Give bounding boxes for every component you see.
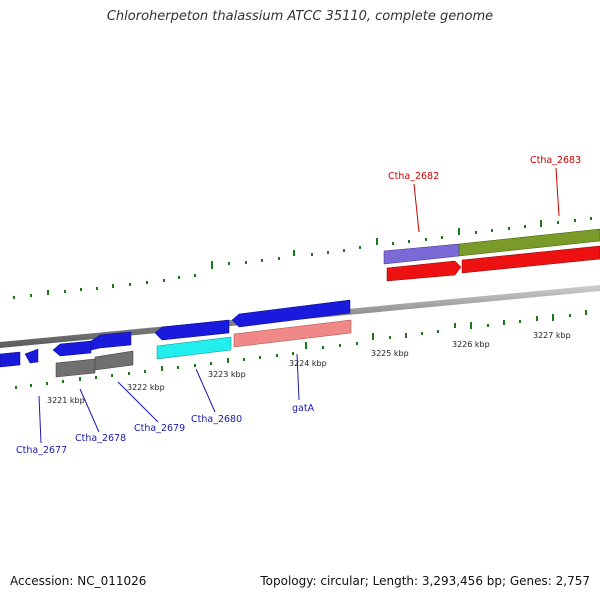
gene-ctha-2678-gray[interactable] xyxy=(55,358,96,378)
forward-strand-genes xyxy=(383,228,600,282)
gene-ctha-2680-cyan[interactable] xyxy=(156,336,232,360)
gene-ctha-2683-arrow[interactable] xyxy=(461,245,600,274)
gene-ctha-2679-gray[interactable] xyxy=(94,350,134,371)
gene-ctha-2682-purple[interactable] xyxy=(383,243,460,265)
gene-ctha-2679-arrow[interactable] xyxy=(90,331,132,351)
reverse-strand-genes xyxy=(0,299,352,378)
gene-label-ctha-2683[interactable]: Ctha_2683 xyxy=(530,155,581,166)
upper-tick-track xyxy=(13,217,592,299)
accession-label: Accession: NC_011026 xyxy=(10,574,147,588)
scale-label: 3225 kbp xyxy=(371,349,409,358)
gene-ctha-2680-arrow[interactable] xyxy=(154,319,230,341)
scale-label: 3222 kbp xyxy=(127,383,165,392)
gene-label-ctha-2679[interactable]: Ctha_2679 xyxy=(134,423,185,434)
gene-gata-arrow[interactable] xyxy=(231,299,351,328)
scale-label: 3227 kbp xyxy=(533,331,571,340)
scale-label: 3226 kbp xyxy=(452,340,490,349)
gene-label-ctha-2682[interactable]: Ctha_2682 xyxy=(388,171,439,182)
lower-tick-track xyxy=(15,310,587,389)
label-leaders xyxy=(38,167,560,444)
scale-label: 3221 kbp xyxy=(47,396,85,405)
scale-label: 3223 kbp xyxy=(208,370,246,379)
genome-summary-label: Topology: circular; Length: 3,293,456 bp… xyxy=(260,574,590,588)
gene-label-ctha-2678[interactable]: Ctha_2678 xyxy=(75,433,126,444)
gene-ctha-2683-olive[interactable] xyxy=(458,228,600,257)
gene-ctha-2678-arrow[interactable] xyxy=(52,340,92,357)
gene-label-ctha-2680[interactable]: Ctha_2680 xyxy=(191,414,242,425)
gene-label-ctha-2677[interactable]: Ctha_2677 xyxy=(16,445,67,456)
gene-label-gata[interactable]: gatA xyxy=(292,403,315,414)
genome-title: Chloroherpeton thalassium ATCC 35110, co… xyxy=(106,9,494,24)
gene-ctha-2677-arrow[interactable] xyxy=(0,351,21,368)
gene-gata-pink[interactable] xyxy=(233,319,352,348)
gene-ctha-2682-arrow[interactable] xyxy=(386,260,462,282)
scale-label: 3224 kbp xyxy=(289,359,327,368)
gene-ctha-2677b-arrow[interactable] xyxy=(24,348,39,364)
